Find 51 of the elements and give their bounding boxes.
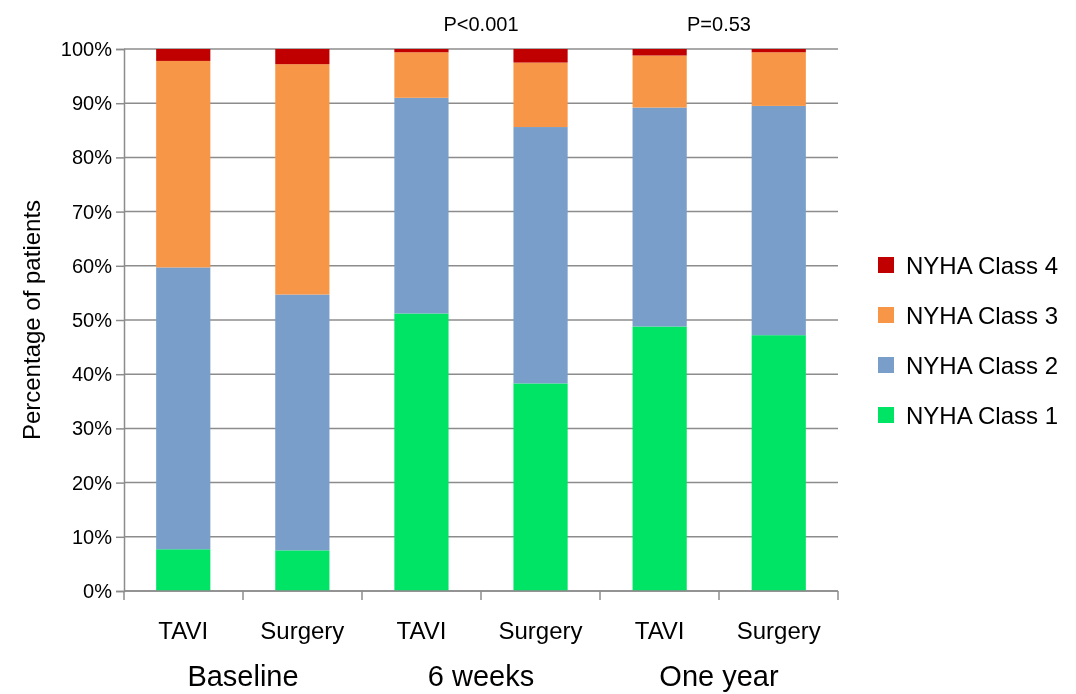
bar [632, 107, 687, 327]
x-tick-label: Surgery [736, 617, 821, 644]
y-axis-title: Percentage of patients [18, 199, 45, 441]
bar [394, 313, 449, 591]
bar [751, 105, 806, 336]
x-tick-label: TAVI [634, 617, 685, 644]
y-tick-label: 50% [71, 308, 113, 331]
legend-label: NYHA Class 4 [906, 252, 1059, 279]
legend-label: NYHA Class 3 [906, 302, 1059, 329]
x-tick-label: TAVI [158, 617, 209, 644]
y-tick-label: 30% [71, 417, 113, 440]
text: 6 weeks [427, 660, 535, 692]
text: P=0.53 [687, 13, 751, 35]
bar [156, 49, 211, 61]
bar [513, 62, 568, 128]
text: P<0.001 [443, 13, 519, 35]
y-tick-label: 90% [71, 92, 113, 115]
bar [513, 127, 568, 384]
y-tick-label: 100% [60, 37, 113, 60]
y-tick-label: 40% [71, 363, 113, 386]
bar [632, 49, 687, 56]
legend-label: NYHA Class 2 [906, 352, 1059, 379]
bar [156, 267, 211, 550]
bar [751, 335, 806, 591]
bar [394, 49, 449, 53]
bar [751, 52, 806, 106]
bar [632, 326, 687, 591]
y-tick-label: 20% [71, 471, 113, 494]
text: One year [659, 660, 779, 692]
bar [275, 64, 330, 295]
bar [513, 49, 568, 63]
bar [275, 294, 330, 551]
bar [394, 97, 449, 314]
text: Baseline [187, 660, 299, 692]
bar [513, 383, 568, 591]
bar [394, 52, 449, 98]
y-tick-label: 80% [71, 146, 113, 169]
x-tick-label: Surgery [498, 617, 583, 644]
y-tick-label: 0% [83, 579, 113, 602]
y-tick-label: 60% [71, 254, 113, 277]
x-tick-label: TAVI [396, 617, 447, 644]
bar [751, 49, 806, 53]
y-tick-label: 10% [71, 525, 113, 548]
legend-label: NYHA Class 1 [906, 402, 1059, 429]
bar [275, 550, 330, 591]
bar [632, 55, 687, 108]
y-tick-label: 70% [71, 200, 113, 223]
bar [275, 49, 330, 65]
bar [156, 549, 211, 591]
bar [156, 60, 211, 268]
x-tick-label: Surgery [260, 617, 345, 644]
